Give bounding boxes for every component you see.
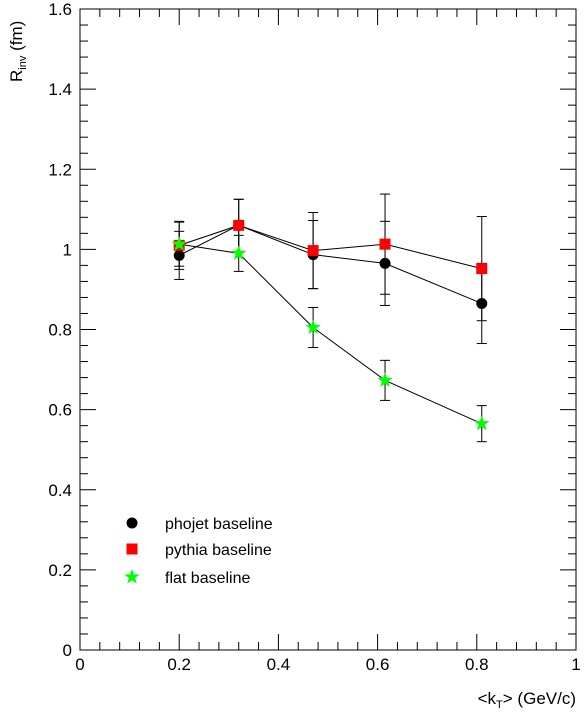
series-line-star — [179, 243, 482, 425]
legend-markers — [124, 517, 140, 584]
legend-marker-circle — [126, 517, 138, 529]
axis-tick-labels: 0 0.2 0.4 0.6 0.8 1 0 0.2 0.4 0.6 0.8 1 1.2 1.4 1.6 — [48, 0, 580, 674]
x-axis-title-sub: T — [496, 699, 503, 711]
y-tick-label: 1.6 — [48, 0, 72, 19]
axis-ticks — [79, 8, 577, 651]
y-tick-label: 0.8 — [48, 321, 72, 340]
data-point-square — [233, 219, 245, 231]
data-point-square — [379, 238, 391, 250]
data-point-star — [474, 415, 490, 431]
y-tick-label: 0.6 — [48, 401, 72, 420]
x-axis-title: <kT> (GeV/c) — [478, 689, 576, 711]
x-tick-label: 0 — [75, 655, 84, 674]
y-tick-label: 0.4 — [48, 481, 72, 500]
y-tick-label: 1.4 — [48, 80, 72, 99]
x-tick-label: 0.8 — [465, 655, 489, 674]
data-point-star — [231, 245, 247, 260]
y-axis-title-rest: (fm) — [7, 21, 26, 56]
x-tick-label: 1 — [571, 655, 580, 674]
y-axis-title-sub: inv — [17, 55, 29, 70]
legend-label-pythia: pythia baseline — [165, 542, 272, 559]
y-tick-label: 0.2 — [48, 561, 72, 580]
y-axis-title: Rinv (fm) — [7, 21, 29, 82]
data-markers — [171, 219, 490, 431]
series-lines — [178, 224, 482, 425]
x-tick-label: 0.2 — [167, 655, 191, 674]
data-point-circle — [173, 249, 185, 261]
data-point-square — [476, 263, 488, 275]
data-point-circle — [476, 297, 488, 309]
series-line-square — [179, 224, 482, 270]
x-axis-title-rest: > (GeV/c) — [503, 689, 576, 708]
legend-label-flat: flat baseline — [165, 570, 250, 587]
x-tick-label: 0.4 — [267, 655, 291, 674]
data-point-star — [171, 236, 187, 251]
x-tick-label: 0.6 — [366, 655, 390, 674]
legend-marker-square — [126, 543, 138, 555]
y-tick-label: 1.2 — [48, 160, 72, 179]
x-axis-title-main: <k — [478, 689, 497, 708]
y-axis-title-main: R — [7, 70, 26, 82]
data-point-square — [307, 245, 319, 257]
y-tick-label: 0 — [63, 641, 72, 660]
legend: phojet baseline pythia baseline flat bas… — [124, 516, 273, 587]
legend-label-phojet: phojet baseline — [165, 516, 273, 533]
data-point-circle — [379, 257, 391, 269]
plot-frame — [79, 8, 577, 651]
y-tick-label: 1 — [63, 240, 72, 259]
data-point-star — [377, 372, 393, 387]
data-point-star — [305, 319, 321, 334]
legend-marker-star — [124, 569, 140, 584]
series-line-circle — [178, 224, 482, 304]
